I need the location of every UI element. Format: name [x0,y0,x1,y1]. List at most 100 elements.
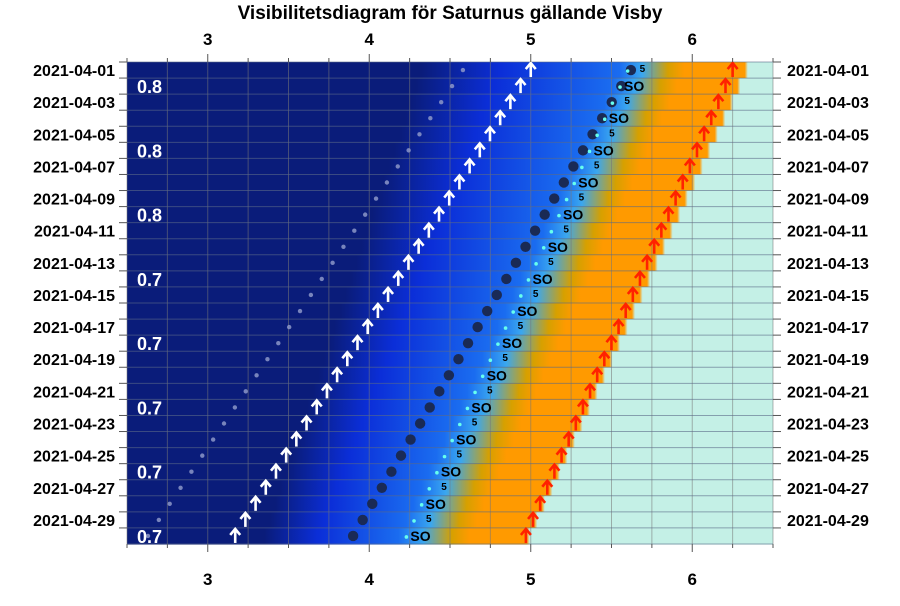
sunrise-arrow-head [519,526,532,536]
date-label-left: 2021-04-27 [33,481,115,498]
sunrise-arrow [648,237,661,254]
date-label-left: 2021-04-21 [33,384,115,401]
moon-dot [405,434,416,445]
sunrise-arrow [612,318,625,335]
sunrise-arrow [534,494,547,511]
saturn-rise-arrow [473,141,486,158]
sunrise-arrow [705,109,718,126]
cyan-dot [419,503,424,507]
date-label-right: 2021-04-01 [787,63,869,80]
date-label-left: 2021-04-05 [33,127,115,144]
sunrise-arrow-head [669,189,682,199]
sunrise-arrow-head [548,462,561,472]
moon-dot [482,305,493,317]
faint-dot [406,148,411,153]
so-labels: 5 SO 5 SO 5 SO 5 SO 5 SO 5 SO 5 SO 5 SO 5 SO 5 SO 5 SO 5 SO 5 SO 5… [410,64,645,544]
faint-dot [330,260,335,266]
sunrise-arrow [598,350,611,367]
saturn-rise-arrow [290,430,303,447]
sunrise-arrow-head [676,173,689,183]
magnitude-label: 0.7 [137,463,162,483]
date-label-right: 2021-04-11 [787,224,868,241]
moon-dot [587,129,598,140]
sunrise-arrow [662,205,675,222]
saturn-rise-arrow [249,494,262,511]
sunrise-arrow-head [712,93,725,102]
cyan-dot [572,181,577,186]
saturn-rise-arrow [269,462,282,479]
saturn-rise-arrow-head [259,478,272,488]
sunrise-arrow [626,285,639,302]
saturn-rise-arrow [331,366,344,383]
saturn-rise-arrow-head [331,366,344,376]
faint-dot [428,116,433,121]
cyan-dot [450,438,454,443]
sunrise-arrow [683,157,696,174]
saturn-rise-arrow [392,269,405,286]
so-label: SO [502,335,522,351]
five-label: 5 [548,257,554,268]
saturn-rise-arrow [453,173,466,190]
saturn-rise-arrow [433,205,446,222]
saturn-rise-arrow [402,253,415,270]
faint-dot [352,228,357,233]
sunrise-arrow-head [534,494,547,504]
saturn-rise-arrow-head [310,398,323,408]
faint-dot [449,83,455,89]
cyan-dot [473,390,477,395]
magnitude-label: 0.7 [137,527,162,547]
moon-dot [357,514,368,526]
saturn-rise-arrow-head [341,350,354,360]
date-label-left: 2021-04-07 [33,159,115,176]
sunrise-arrow-head [584,382,597,392]
cyan-dot [465,406,470,411]
cyan-dot [427,486,432,491]
cyan-dot [511,310,516,314]
date-label-right: 2021-04-25 [787,449,869,466]
cyan-dot [580,165,584,170]
sunrise-arrow [669,189,682,206]
cyan-dot [618,85,622,89]
cyan-dot [435,470,439,475]
date-label-right: 2021-04-05 [787,127,869,144]
top-tick-label: 3 [203,30,212,49]
saturn-rise-arrow-head [443,189,456,199]
faint-dot [221,421,227,426]
moon-dot [472,321,483,333]
date-label-right: 2021-04-17 [787,320,869,337]
sunrise-arrow [641,253,654,270]
magnitude-label: 0.8 [137,141,162,161]
date-label-left: 2021-04-15 [33,288,115,305]
five-label: 5 [594,160,600,171]
moon-track [347,64,637,542]
saturn-rise-arrow [310,398,323,415]
sunrise-arrow-head [719,77,732,86]
cyan-dot [526,278,531,282]
saturn-rise-arrow-head [402,253,415,263]
so-label: SO [594,142,614,158]
bottom-tick-label: 3 [203,570,212,589]
so-label: SO [471,399,491,415]
moon-dot [491,289,502,301]
sunrise-arrow-head [576,398,589,408]
saturn-rise-arrow-head [483,125,496,135]
sunrise-arrow [569,414,582,431]
date-row-lines [127,61,773,545]
moon-dot [386,466,397,477]
cyan-dot [404,535,409,539]
saturn-rise-arrow [341,350,354,367]
moon-dot [520,241,531,252]
moon-dot [395,450,407,461]
sunrise-arrow [519,526,532,543]
saturn-rise-arrow-head [463,157,476,167]
saturn-rise-arrow [422,221,435,238]
sunrise-arrow-head [612,318,625,327]
sunrise-arrow-head [641,253,654,263]
sunrise-arrow-head [591,366,604,376]
date-label-right: 2021-04-15 [787,288,869,305]
five-label: 5 [487,385,493,396]
saturn-rise-arrow [483,125,496,142]
saturn-rise-arrows [229,61,537,543]
saturn-rise-arrow-head [239,510,252,520]
